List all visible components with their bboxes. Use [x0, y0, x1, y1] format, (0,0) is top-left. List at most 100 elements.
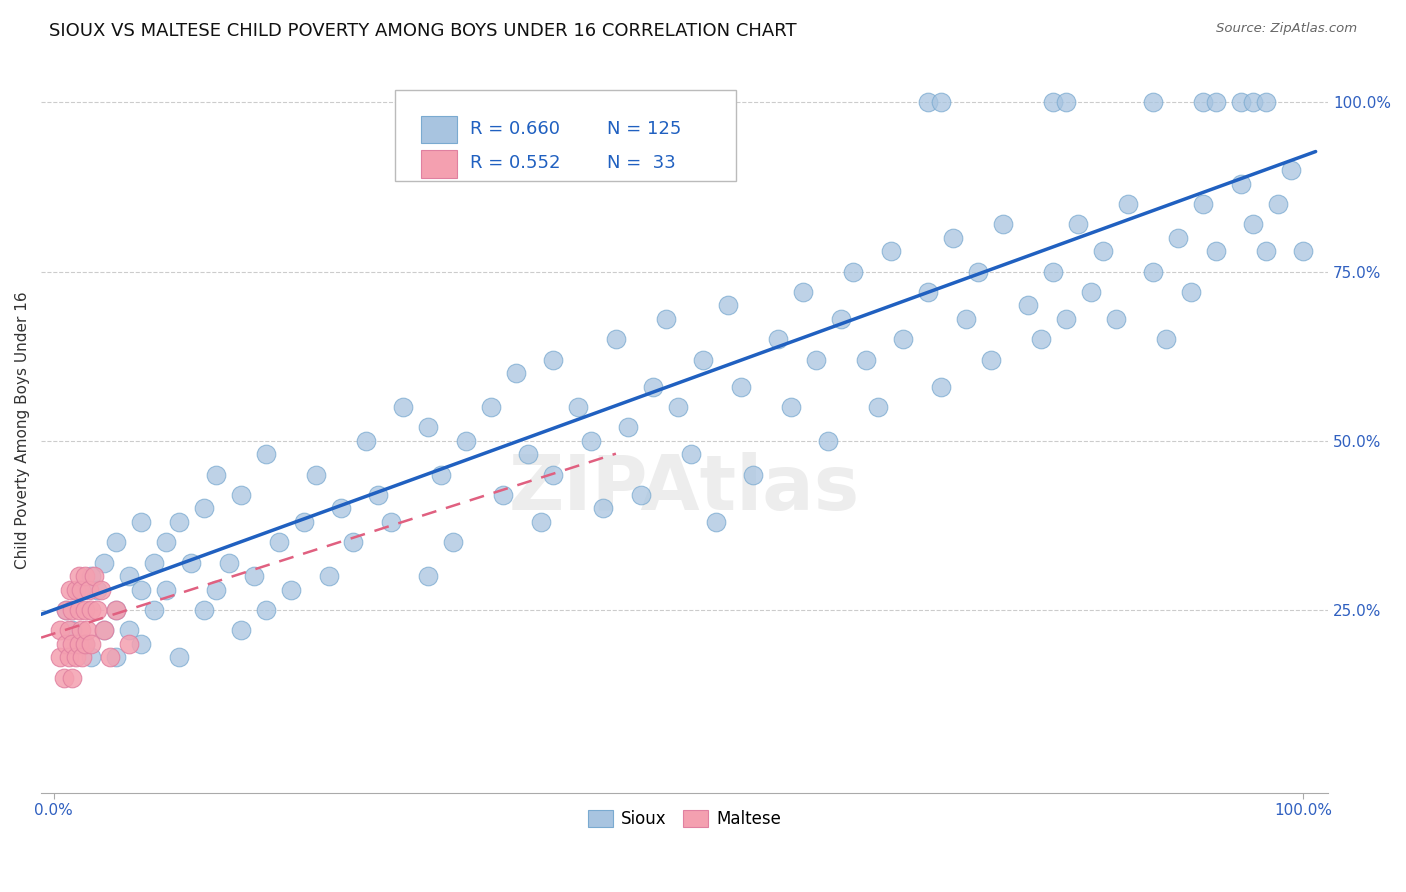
Point — [1180, 285, 1202, 299]
Point — [704, 515, 727, 529]
Point — [1229, 95, 1251, 110]
Point — [105, 535, 128, 549]
Point — [1067, 217, 1090, 231]
Point — [105, 603, 128, 617]
Point — [1205, 95, 1227, 110]
Point — [205, 467, 228, 482]
Point — [67, 603, 90, 617]
Point — [80, 637, 103, 651]
Point — [52, 671, 75, 685]
Point — [1042, 95, 1064, 110]
Point — [117, 624, 139, 638]
Point — [67, 569, 90, 583]
Point — [492, 488, 515, 502]
Point — [105, 650, 128, 665]
Point — [880, 244, 903, 259]
Point — [193, 501, 215, 516]
Point — [1254, 95, 1277, 110]
Point — [60, 603, 83, 617]
Point — [76, 624, 98, 638]
Point — [70, 624, 93, 638]
Point — [86, 603, 108, 617]
Text: Source: ZipAtlas.com: Source: ZipAtlas.com — [1216, 22, 1357, 36]
Point — [77, 582, 100, 597]
Text: N =  33: N = 33 — [607, 154, 676, 172]
Point — [454, 434, 477, 448]
FancyBboxPatch shape — [420, 151, 457, 178]
Point — [742, 467, 765, 482]
Point — [305, 467, 328, 482]
Point — [1092, 244, 1115, 259]
Point — [655, 312, 678, 326]
Point — [967, 264, 990, 278]
Legend: Sioux, Maltese: Sioux, Maltese — [581, 804, 789, 835]
Point — [730, 379, 752, 393]
Point — [666, 95, 689, 110]
Point — [479, 95, 502, 110]
Point — [49, 624, 72, 638]
Point — [117, 569, 139, 583]
Point — [58, 624, 80, 638]
Point — [679, 95, 702, 110]
Point — [267, 535, 290, 549]
Point — [605, 332, 627, 346]
Point — [392, 400, 415, 414]
Point — [167, 650, 190, 665]
Point — [630, 488, 652, 502]
Point — [60, 624, 83, 638]
Point — [55, 603, 77, 617]
Point — [567, 400, 589, 414]
Point — [280, 582, 302, 597]
Point — [929, 379, 952, 393]
Point — [792, 285, 814, 299]
Point — [229, 624, 252, 638]
Point — [868, 400, 890, 414]
Point — [380, 515, 402, 529]
Point — [90, 582, 112, 597]
Point — [330, 501, 353, 516]
Point — [72, 650, 94, 665]
Point — [242, 569, 264, 583]
Point — [1241, 217, 1264, 231]
Point — [830, 312, 852, 326]
Point — [1142, 95, 1164, 110]
Point — [980, 352, 1002, 367]
Point — [443, 535, 465, 549]
Point — [1017, 298, 1039, 312]
Point — [367, 488, 389, 502]
Point — [418, 569, 440, 583]
Text: N = 125: N = 125 — [607, 120, 682, 137]
Point — [205, 582, 228, 597]
Point — [418, 420, 440, 434]
Point — [1192, 95, 1215, 110]
Point — [254, 447, 277, 461]
Point — [679, 447, 702, 461]
Point — [842, 264, 865, 278]
Point — [1054, 95, 1077, 110]
Point — [692, 352, 714, 367]
Point — [1279, 163, 1302, 178]
Point — [93, 556, 115, 570]
Y-axis label: Child Poverty Among Boys Under 16: Child Poverty Among Boys Under 16 — [15, 292, 30, 569]
Point — [55, 637, 77, 651]
Point — [292, 515, 315, 529]
Point — [617, 420, 640, 434]
Point — [891, 332, 914, 346]
Point — [505, 366, 527, 380]
Text: ZIPAtlas: ZIPAtlas — [509, 451, 860, 525]
Point — [717, 298, 740, 312]
FancyBboxPatch shape — [420, 116, 457, 143]
Text: SIOUX VS MALTESE CHILD POVERTY AMONG BOYS UNDER 16 CORRELATION CHART: SIOUX VS MALTESE CHILD POVERTY AMONG BOY… — [49, 22, 797, 40]
Point — [993, 217, 1015, 231]
Point — [65, 650, 87, 665]
Point — [73, 637, 96, 651]
Point — [430, 467, 453, 482]
Point — [643, 379, 665, 393]
Point — [1042, 264, 1064, 278]
Point — [59, 582, 82, 597]
Point — [1029, 332, 1052, 346]
Point — [65, 582, 87, 597]
Point — [342, 535, 364, 549]
Point — [67, 637, 90, 651]
Point — [530, 515, 553, 529]
